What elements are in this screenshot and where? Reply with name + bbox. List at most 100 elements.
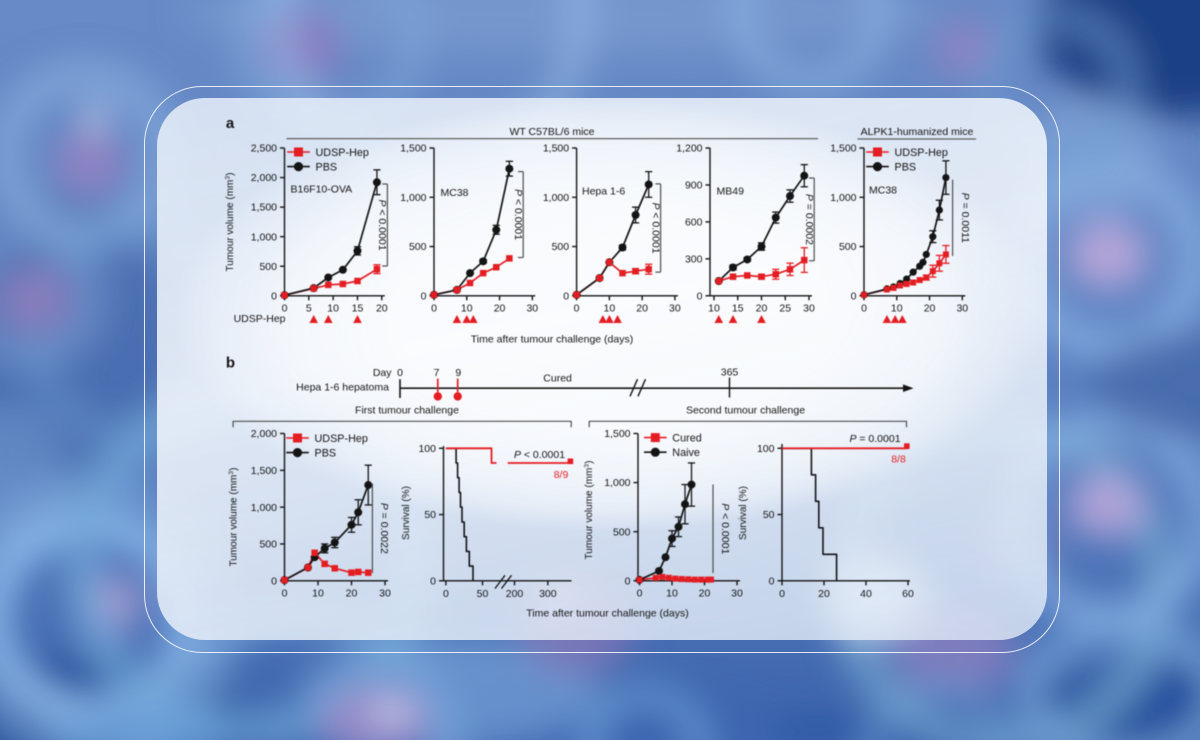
svg-text:20: 20 xyxy=(494,303,506,315)
svg-text:0: 0 xyxy=(282,303,288,315)
svg-text:30: 30 xyxy=(803,303,815,315)
svg-text:0: 0 xyxy=(271,575,277,587)
svg-text:900: 900 xyxy=(685,180,703,192)
svg-text:50: 50 xyxy=(763,509,775,521)
svg-text:60: 60 xyxy=(902,588,914,600)
svg-text:Tumour volume (mm3): Tumour volume (mm3) xyxy=(584,461,595,560)
svg-text:500: 500 xyxy=(839,241,857,253)
svg-text:1,500: 1,500 xyxy=(604,428,630,440)
svg-text:0: 0 xyxy=(563,290,569,302)
svg-text:0: 0 xyxy=(769,575,775,587)
svg-text:1,500: 1,500 xyxy=(251,465,277,477)
svg-text:9: 9 xyxy=(455,367,461,379)
svg-text:Time after tumour challenge (d: Time after tumour challenge (days) xyxy=(471,334,633,346)
svg-text:10: 10 xyxy=(312,588,324,600)
svg-text:0: 0 xyxy=(697,290,703,302)
svg-text:B16F10-OVA: B16F10-OVA xyxy=(291,184,353,196)
svg-text:20: 20 xyxy=(699,588,711,600)
svg-text:0: 0 xyxy=(443,588,449,600)
svg-text:Time after tumour challenge (d: Time after tumour challenge (days) xyxy=(526,608,688,620)
svg-text:P < 0.0001: P < 0.0001 xyxy=(514,449,565,461)
svg-text:2,000: 2,000 xyxy=(251,428,277,440)
svg-text:50: 50 xyxy=(424,509,436,521)
svg-text:1,500: 1,500 xyxy=(543,143,569,155)
svg-text:100: 100 xyxy=(757,443,775,455)
svg-text:P < 0.0001: P < 0.0001 xyxy=(649,202,661,253)
svg-text:1,000: 1,000 xyxy=(543,192,569,204)
svg-text:0: 0 xyxy=(430,575,436,587)
svg-text:UDSP-Hep: UDSP-Hep xyxy=(895,147,948,159)
svg-text:0: 0 xyxy=(779,588,785,600)
svg-text:First tumour challenge: First tumour challenge xyxy=(355,405,459,417)
svg-text:1,000: 1,000 xyxy=(830,192,856,204)
svg-text:MC38: MC38 xyxy=(441,187,469,199)
svg-text:30: 30 xyxy=(526,303,538,315)
svg-text:100: 100 xyxy=(418,443,436,455)
svg-text:0: 0 xyxy=(282,588,288,600)
svg-text:10: 10 xyxy=(327,303,339,315)
svg-text:500: 500 xyxy=(409,241,427,253)
svg-text:30: 30 xyxy=(956,303,968,315)
svg-text:10: 10 xyxy=(604,303,616,315)
svg-text:1,500: 1,500 xyxy=(251,202,277,214)
svg-text:30: 30 xyxy=(731,588,743,600)
svg-text:365: 365 xyxy=(721,366,739,378)
svg-text:5: 5 xyxy=(306,303,312,315)
svg-text:1,200: 1,200 xyxy=(676,143,702,155)
svg-text:b: b xyxy=(226,354,235,371)
svg-text:ALPK1-humanized mice: ALPK1-humanized mice xyxy=(861,126,974,138)
svg-text:P = 0.0011: P = 0.0011 xyxy=(959,193,971,243)
svg-text:0: 0 xyxy=(861,303,867,315)
svg-text:Cured: Cured xyxy=(672,432,701,444)
svg-text:0: 0 xyxy=(431,303,437,315)
svg-text:300: 300 xyxy=(685,253,703,265)
svg-text:UDSP-Hep: UDSP-Hep xyxy=(315,433,368,445)
svg-text:P < 0.0001: P < 0.0001 xyxy=(512,189,524,240)
svg-text:P = 0.0022: P = 0.0022 xyxy=(378,503,390,554)
svg-text:1,500: 1,500 xyxy=(830,143,856,155)
svg-text:1,000: 1,000 xyxy=(251,502,277,514)
svg-text:0: 0 xyxy=(421,290,427,302)
svg-text:20: 20 xyxy=(346,588,358,600)
svg-text:1,000: 1,000 xyxy=(251,231,277,243)
svg-text:UDSP-Hep: UDSP-Hep xyxy=(316,147,369,159)
svg-text:Hepa 1-6 hepatoma: Hepa 1-6 hepatoma xyxy=(296,382,389,394)
svg-text:20: 20 xyxy=(924,303,936,315)
svg-text:600: 600 xyxy=(685,217,703,229)
svg-text:10: 10 xyxy=(708,303,720,315)
svg-text:MB49: MB49 xyxy=(717,186,745,198)
svg-text:PBS: PBS xyxy=(315,447,337,459)
svg-text:Survival (%): Survival (%) xyxy=(401,486,412,540)
svg-text:Survival (%): Survival (%) xyxy=(738,486,749,540)
svg-text:MC38: MC38 xyxy=(869,185,897,197)
svg-text:8/9: 8/9 xyxy=(554,469,569,481)
svg-text:Cured: Cured xyxy=(543,373,572,385)
svg-text:1,000: 1,000 xyxy=(400,192,426,204)
svg-text:20: 20 xyxy=(636,303,648,315)
svg-text:7: 7 xyxy=(434,367,440,379)
svg-text:30: 30 xyxy=(669,303,681,315)
svg-text:40: 40 xyxy=(860,588,872,600)
svg-text:0: 0 xyxy=(625,575,631,587)
svg-text:2,000: 2,000 xyxy=(251,172,277,184)
svg-text:0: 0 xyxy=(851,290,857,302)
svg-text:50: 50 xyxy=(477,588,489,600)
svg-text:Tumour volume (mm3): Tumour volume (mm3) xyxy=(228,468,239,567)
svg-text:500: 500 xyxy=(552,241,570,253)
svg-text:30: 30 xyxy=(379,588,391,600)
svg-text:0: 0 xyxy=(574,303,580,315)
svg-text:P = 0.0001: P = 0.0001 xyxy=(849,433,900,445)
svg-text:P < 0.0001: P < 0.0001 xyxy=(719,503,731,554)
svg-text:PBS: PBS xyxy=(316,161,338,173)
svg-text:200: 200 xyxy=(506,588,524,600)
svg-text:1,500: 1,500 xyxy=(400,143,426,155)
svg-text:PBS: PBS xyxy=(895,161,917,173)
svg-text:8/8: 8/8 xyxy=(891,454,906,466)
svg-text:2,500: 2,500 xyxy=(251,143,277,155)
svg-text:10: 10 xyxy=(891,303,903,315)
svg-text:10: 10 xyxy=(666,588,678,600)
svg-text:20: 20 xyxy=(376,303,388,315)
svg-text:500: 500 xyxy=(259,261,277,273)
svg-text:P = 0.0002: P = 0.0002 xyxy=(803,194,815,245)
svg-text:500: 500 xyxy=(259,539,277,551)
